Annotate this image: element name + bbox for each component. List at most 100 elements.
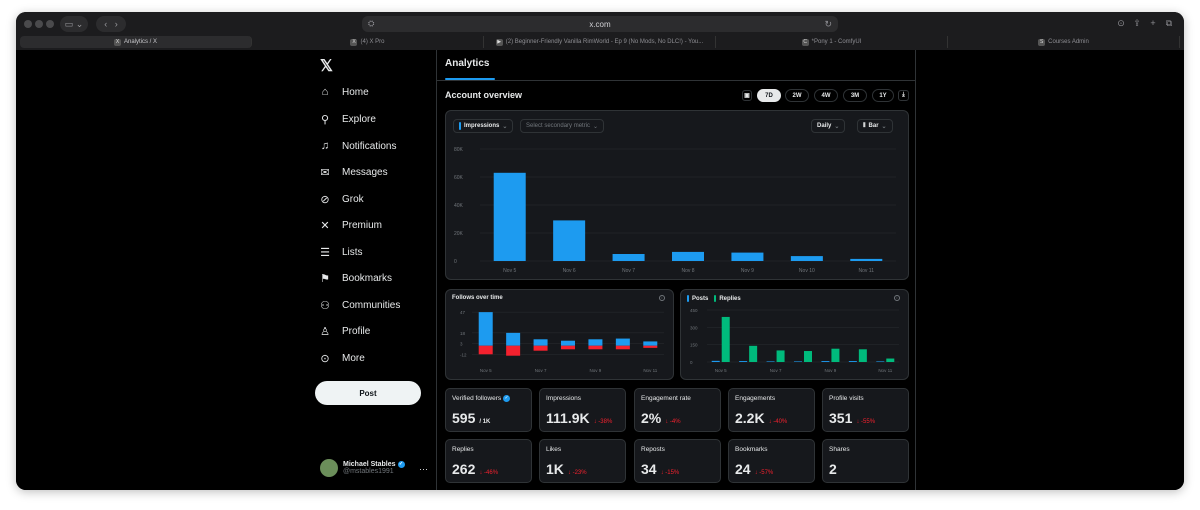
account-switcher[interactable]: Michael Stables ✓ @mstables1991 bbox=[320, 459, 405, 477]
reload-icon[interactable]: ↻ bbox=[824, 18, 832, 29]
stat-value: 351 bbox=[829, 410, 853, 426]
tab-overview-icon[interactable]: ⧉ bbox=[1165, 18, 1173, 28]
sidebar-item-explore[interactable]: ⚲ Explore bbox=[318, 109, 376, 129]
stat-card-shares[interactable]: Shares 2 bbox=[822, 439, 909, 483]
posts-replies-legend: Posts Replies bbox=[687, 295, 741, 302]
y-tick-label: 20K bbox=[454, 231, 464, 237]
analytics-main: Analytics Account overview ▣ 7D 2W 4W 3M… bbox=[436, 50, 916, 490]
bell-icon: ♫ bbox=[320, 140, 330, 152]
sidebar-item-notifications[interactable]: ♫ Notifications bbox=[318, 136, 397, 156]
range-7d[interactable]: 7D bbox=[757, 89, 781, 102]
share-icon[interactable]: ⇪ bbox=[1133, 18, 1141, 28]
site-settings-icon: ⛭ bbox=[368, 19, 375, 28]
zoom-window-button[interactable] bbox=[46, 20, 54, 28]
x-tick-label: Nov 9 bbox=[741, 268, 754, 274]
sidebar-item-more[interactable]: ⊙ More bbox=[318, 348, 365, 368]
sidebar-item-profile[interactable]: ♙ Profile bbox=[318, 321, 370, 341]
sidebar-item-premium[interactable]: ✕ Premium bbox=[318, 215, 382, 235]
chart-type-select[interactable]: ⫴ Bar ⌄ bbox=[857, 119, 893, 133]
range-3m[interactable]: 3M bbox=[843, 89, 867, 102]
stat-label-text: Reposts bbox=[641, 446, 665, 453]
close-window-button[interactable] bbox=[24, 20, 32, 28]
bookmark-icon: ⚑ bbox=[320, 272, 330, 285]
account-more-icon[interactable]: ··· bbox=[419, 464, 428, 474]
bar bbox=[850, 258, 883, 261]
sidebar-item-label: More bbox=[342, 352, 365, 364]
stat-change: ↓ -55% bbox=[856, 419, 876, 425]
stat-value-row: 24 ↓ -57% bbox=[735, 461, 773, 477]
stat-label: Profile visits bbox=[829, 395, 864, 402]
download-icon[interactable]: ⤓ bbox=[898, 90, 909, 101]
replies-legend-label: Replies bbox=[719, 295, 741, 302]
sidebar-icon: ▭ ⌄ bbox=[64, 18, 84, 29]
chevron-down-icon: ⌄ bbox=[834, 123, 840, 130]
replies-bar bbox=[749, 345, 758, 362]
sidebar-item-home[interactable]: ⌂ Home bbox=[318, 82, 369, 102]
info-icon[interactable]: i bbox=[659, 295, 665, 301]
stat-label: Engagement rate bbox=[641, 395, 691, 402]
interval-select[interactable]: Daily ⌄ bbox=[811, 119, 846, 133]
follows-bar bbox=[478, 312, 493, 346]
stat-card-impressions[interactable]: Impressions 111.9K ↓ -38% bbox=[539, 388, 626, 432]
sidebar-item-label: Grok bbox=[342, 193, 364, 205]
tab-label: (2) Beginner-Friendly Vanilla RimWorld -… bbox=[505, 39, 704, 45]
info-icon[interactable]: i bbox=[894, 295, 900, 301]
stat-label-text: Likes bbox=[546, 446, 562, 453]
sidebar-item-grok[interactable]: ⊘ Grok bbox=[318, 189, 364, 209]
stat-card-reposts[interactable]: Reposts 34 ↓ -15% bbox=[634, 439, 721, 483]
sidebar-item-messages[interactable]: ✉ Messages bbox=[318, 162, 387, 182]
stat-card-bookmarks[interactable]: Bookmarks 24 ↓ -57% bbox=[728, 439, 815, 483]
secondary-metric-select[interactable]: Select secondary metric ⌄ bbox=[520, 119, 605, 133]
range-1y[interactable]: 1Y bbox=[872, 89, 894, 102]
x-tick-label: Nov 5 bbox=[480, 368, 492, 373]
stat-card-engagements[interactable]: Engagements 2.2K ↓ -40% bbox=[728, 388, 815, 432]
more-circle-icon: ⊙ bbox=[320, 352, 330, 365]
sidebar-item-lists[interactable]: ☰ Lists bbox=[318, 242, 363, 262]
follows-bar bbox=[615, 338, 630, 346]
new-tab-icon[interactable]: + bbox=[1150, 18, 1156, 28]
address-bar[interactable]: ⛭ x.com ↻ bbox=[362, 16, 838, 32]
sidebar-item-communities[interactable]: ⚇ Communities bbox=[318, 295, 400, 315]
profile-name: Michael Stables bbox=[343, 461, 396, 468]
stat-value-row: 34 ↓ -15% bbox=[641, 461, 679, 477]
primary-metric-select[interactable]: Impressions ⌄ bbox=[453, 119, 514, 133]
range-4w[interactable]: 4W bbox=[814, 89, 838, 102]
url-text: x.com bbox=[589, 19, 611, 29]
x-tick-label: Nov 7 bbox=[770, 368, 782, 373]
unfollows-bar bbox=[615, 345, 630, 350]
calendar-icon[interactable]: ▣ bbox=[742, 90, 752, 101]
stat-label-text: Impressions bbox=[546, 395, 582, 402]
sidebar-item-bookmarks[interactable]: ⚑ Bookmarks bbox=[318, 268, 392, 288]
sidebar-item-label: Notifications bbox=[342, 140, 397, 152]
stat-label: Impressions bbox=[546, 395, 581, 402]
stat-value-row: 2.2K ↓ -40% bbox=[735, 410, 787, 426]
stat-card-verified-followers[interactable]: Verified followers ✓ 595/ 1K bbox=[445, 388, 532, 432]
range-2w[interactable]: 2W bbox=[785, 89, 809, 102]
tab-label: (4) X Pro bbox=[360, 39, 385, 45]
tab-courses-admin[interactable]: S Courses Admin bbox=[948, 36, 1180, 48]
x-tick-label: Nov 8 bbox=[681, 268, 694, 274]
stat-card-engagement-rate[interactable]: Engagement rate 2% ↓ -4% bbox=[634, 388, 721, 432]
stat-card-likes[interactable]: Likes 1K ↓ -23% bbox=[539, 439, 626, 483]
downloads-icon[interactable]: ⊙ bbox=[1117, 18, 1125, 28]
youtube-favicon-icon: ▶ bbox=[495, 38, 503, 46]
minimize-window-button[interactable] bbox=[35, 20, 43, 28]
tab-youtube[interactable]: ▶ (2) Beginner-Friendly Vanilla RimWorld … bbox=[484, 36, 716, 48]
unfollows-bar bbox=[588, 345, 603, 350]
post-button[interactable]: Post bbox=[315, 381, 421, 405]
history-nav-buttons[interactable]: ‹ › bbox=[96, 16, 126, 32]
stripe-favicon-icon: S bbox=[1038, 38, 1046, 46]
bar bbox=[731, 252, 764, 261]
x-logo-icon[interactable]: 𝕏 bbox=[320, 58, 333, 75]
tab-x-pro[interactable]: X (4) X Pro bbox=[252, 36, 484, 48]
stat-card-replies[interactable]: Replies 262 ↓ -46% bbox=[445, 439, 532, 483]
x-favicon-icon: X bbox=[350, 38, 358, 46]
stat-value: 2.2K bbox=[735, 410, 765, 426]
tab-comfyui[interactable]: C *Pony 1 - ComfyUI bbox=[716, 36, 948, 48]
stat-card-profile-visits[interactable]: Profile visits 351 ↓ -55% bbox=[822, 388, 909, 432]
unfollows-bar bbox=[478, 345, 493, 355]
tab-analytics[interactable]: X Analytics / X bbox=[20, 36, 252, 48]
y-tick-label: 60K bbox=[454, 175, 464, 181]
sidebar-item-label: Communities bbox=[342, 299, 401, 311]
sidebar-toggle-button[interactable]: ▭ ⌄ bbox=[60, 16, 88, 32]
